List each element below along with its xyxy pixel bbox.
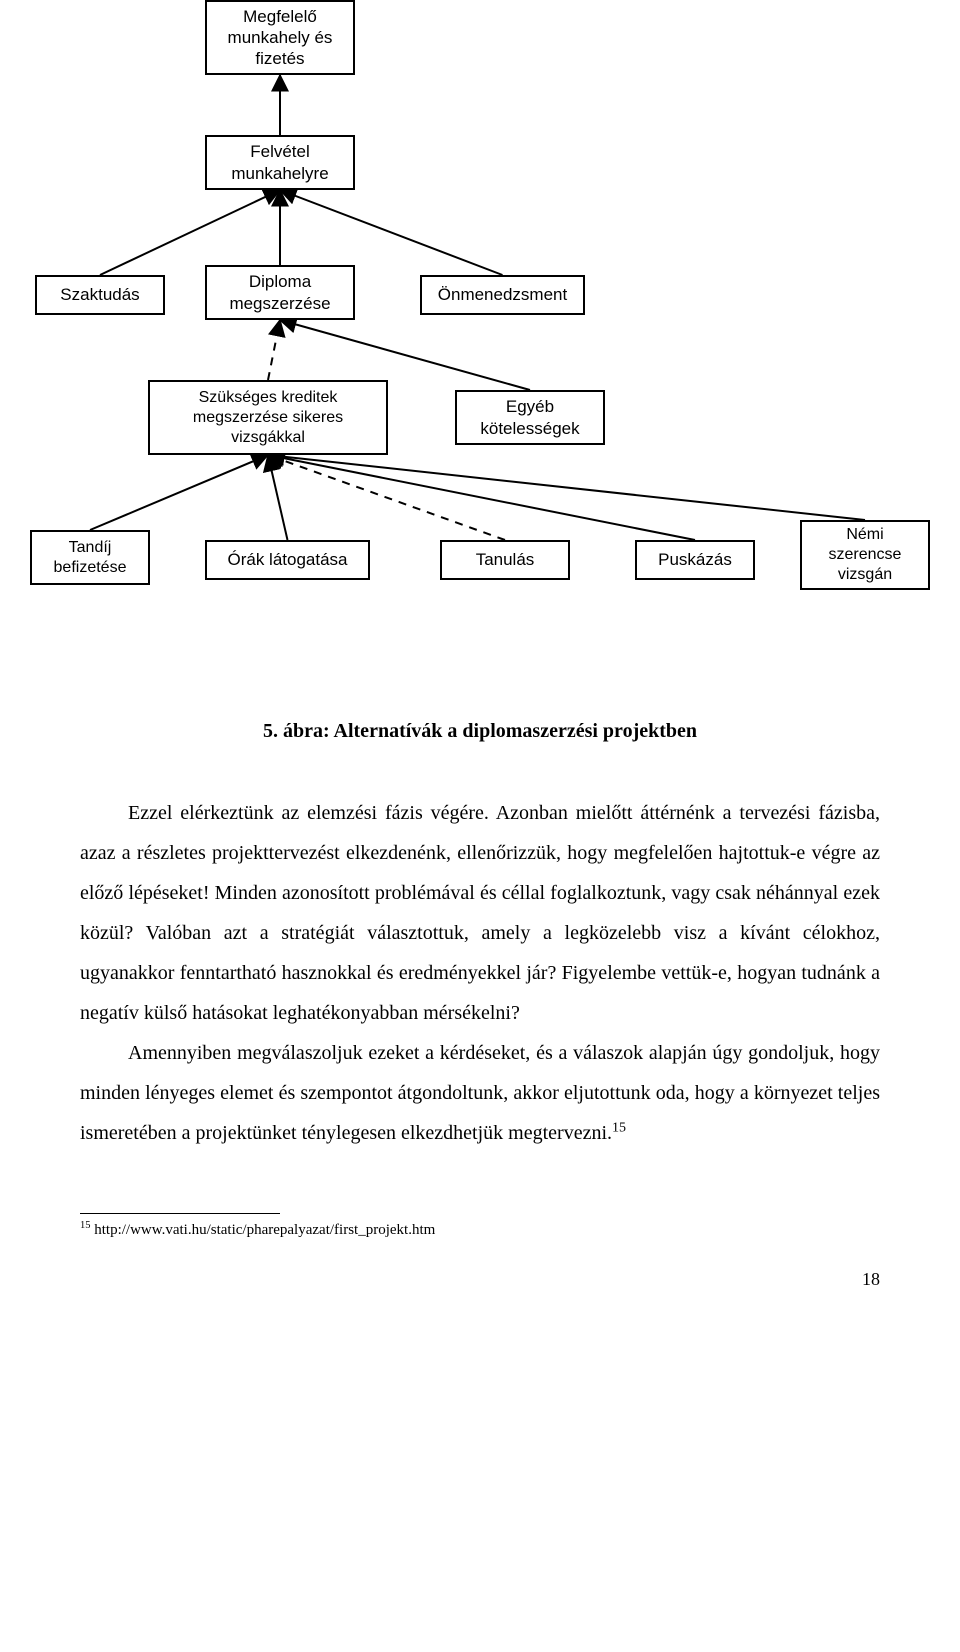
node-n8: Tandíj befizetése xyxy=(30,530,150,585)
node-n7: Egyéb kötelességek xyxy=(455,390,605,445)
edge-n6-n4 xyxy=(268,320,280,380)
node-n2: Felvétel munkahelyre xyxy=(205,135,355,190)
edge-n9-n6 xyxy=(268,455,288,540)
footnote-number: 15 xyxy=(80,1220,91,1231)
paragraph-1: Ezzel elérkeztünk az elemzési fázis végé… xyxy=(80,793,880,1033)
paragraph-2-text: Amennyiben megválaszoljuk ezeket a kérdé… xyxy=(80,1042,880,1144)
footnote-rule xyxy=(80,1213,280,1214)
node-n10: Tanulás xyxy=(440,540,570,580)
footnote-ref: 15 xyxy=(612,1120,626,1135)
node-n4: Diploma megszerzése xyxy=(205,265,355,320)
node-n1: Megfelelő munkahely és fizetés xyxy=(205,0,355,75)
page-body: 5. ábra: Alternatívák a diplomaszerzési … xyxy=(0,720,960,1350)
node-n11: Puskázás xyxy=(635,540,755,580)
edge-n3-n2 xyxy=(100,190,280,275)
node-n9: Órák látogatása xyxy=(205,540,370,580)
edge-layer xyxy=(0,0,960,700)
edge-n8-n6 xyxy=(90,455,268,530)
node-n12: Némi szerencse vizsgán xyxy=(800,520,930,590)
edge-n11-n6 xyxy=(268,455,695,540)
node-n6: Szükséges kreditek megszerzése sikeres v… xyxy=(148,380,388,455)
tree-diagram: Megfelelő munkahely és fizetés Felvétel m… xyxy=(0,0,960,700)
footnote-text: http://www.vati.hu/static/pharepalyazat/… xyxy=(94,1222,435,1238)
edge-n5-n2 xyxy=(280,190,503,275)
page-number: 18 xyxy=(80,1269,880,1290)
node-n5: Önmenedzsment xyxy=(420,275,585,315)
paragraph-2: Amennyiben megválaszoljuk ezeket a kérdé… xyxy=(80,1033,880,1153)
node-n3: Szaktudás xyxy=(35,275,165,315)
body-text: Ezzel elérkeztünk az elemzési fázis végé… xyxy=(80,793,880,1153)
paragraph-1-text: Ezzel elérkeztünk az elemzési fázis végé… xyxy=(80,802,880,1024)
footnote: 15 http://www.vati.hu/static/pharepalyaz… xyxy=(80,1220,880,1239)
figure-caption: 5. ábra: Alternatívák a diplomaszerzési … xyxy=(80,720,880,743)
